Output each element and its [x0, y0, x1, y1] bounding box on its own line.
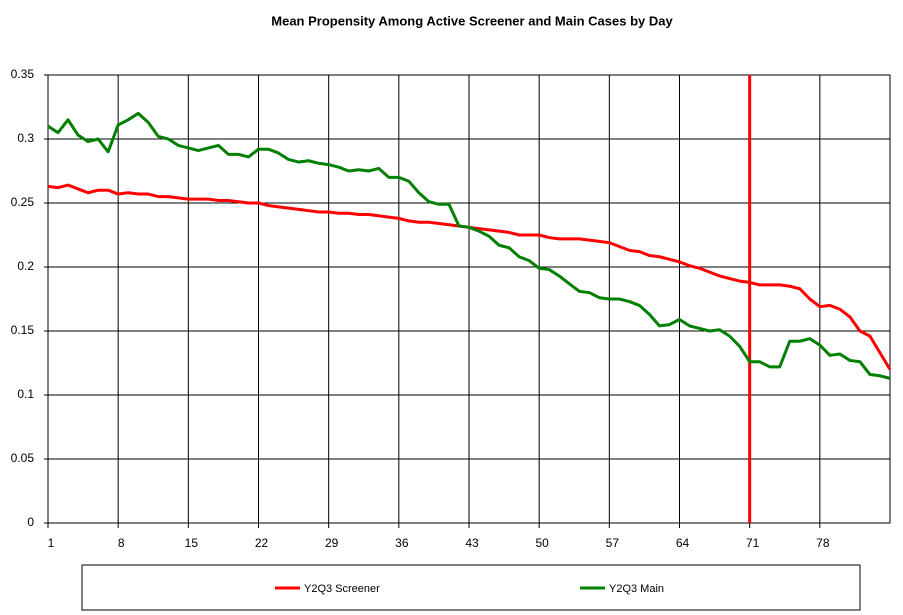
y-tick-label: 0.05: [11, 451, 35, 465]
x-tick-label: 22: [255, 536, 269, 550]
x-tick-label: 57: [606, 536, 620, 550]
x-tick-label: 64: [676, 536, 690, 550]
y-tick-label: 0.1: [17, 387, 34, 401]
x-tick-label: 29: [325, 536, 339, 550]
y-tick-label: 0.3: [17, 131, 34, 145]
y-tick-label: 0: [27, 515, 34, 529]
chart-title: Mean Propensity Among Active Screener an…: [271, 13, 673, 28]
legend-label: Y2Q3 Main: [609, 583, 664, 595]
x-tick-label: 15: [185, 536, 199, 550]
x-tick-label: 36: [395, 536, 409, 550]
y-tick-label: 0.35: [11, 67, 35, 81]
series-line: [47, 111, 891, 380]
x-tick-label: 71: [746, 536, 760, 550]
x-tick-label: 8: [118, 536, 125, 550]
x-tick-label: 1: [48, 536, 55, 550]
x-tick-label: 50: [535, 536, 549, 550]
x-tick-label: 43: [465, 536, 479, 550]
y-tick-label: 0.2: [17, 259, 34, 273]
x-tick-label: 78: [816, 536, 830, 550]
y-tick-label: 0.25: [11, 195, 35, 209]
legend-box: [81, 564, 861, 611]
y-tick-label: 0.15: [11, 323, 35, 337]
legend-label: Y2Q3 Screener: [304, 583, 380, 595]
